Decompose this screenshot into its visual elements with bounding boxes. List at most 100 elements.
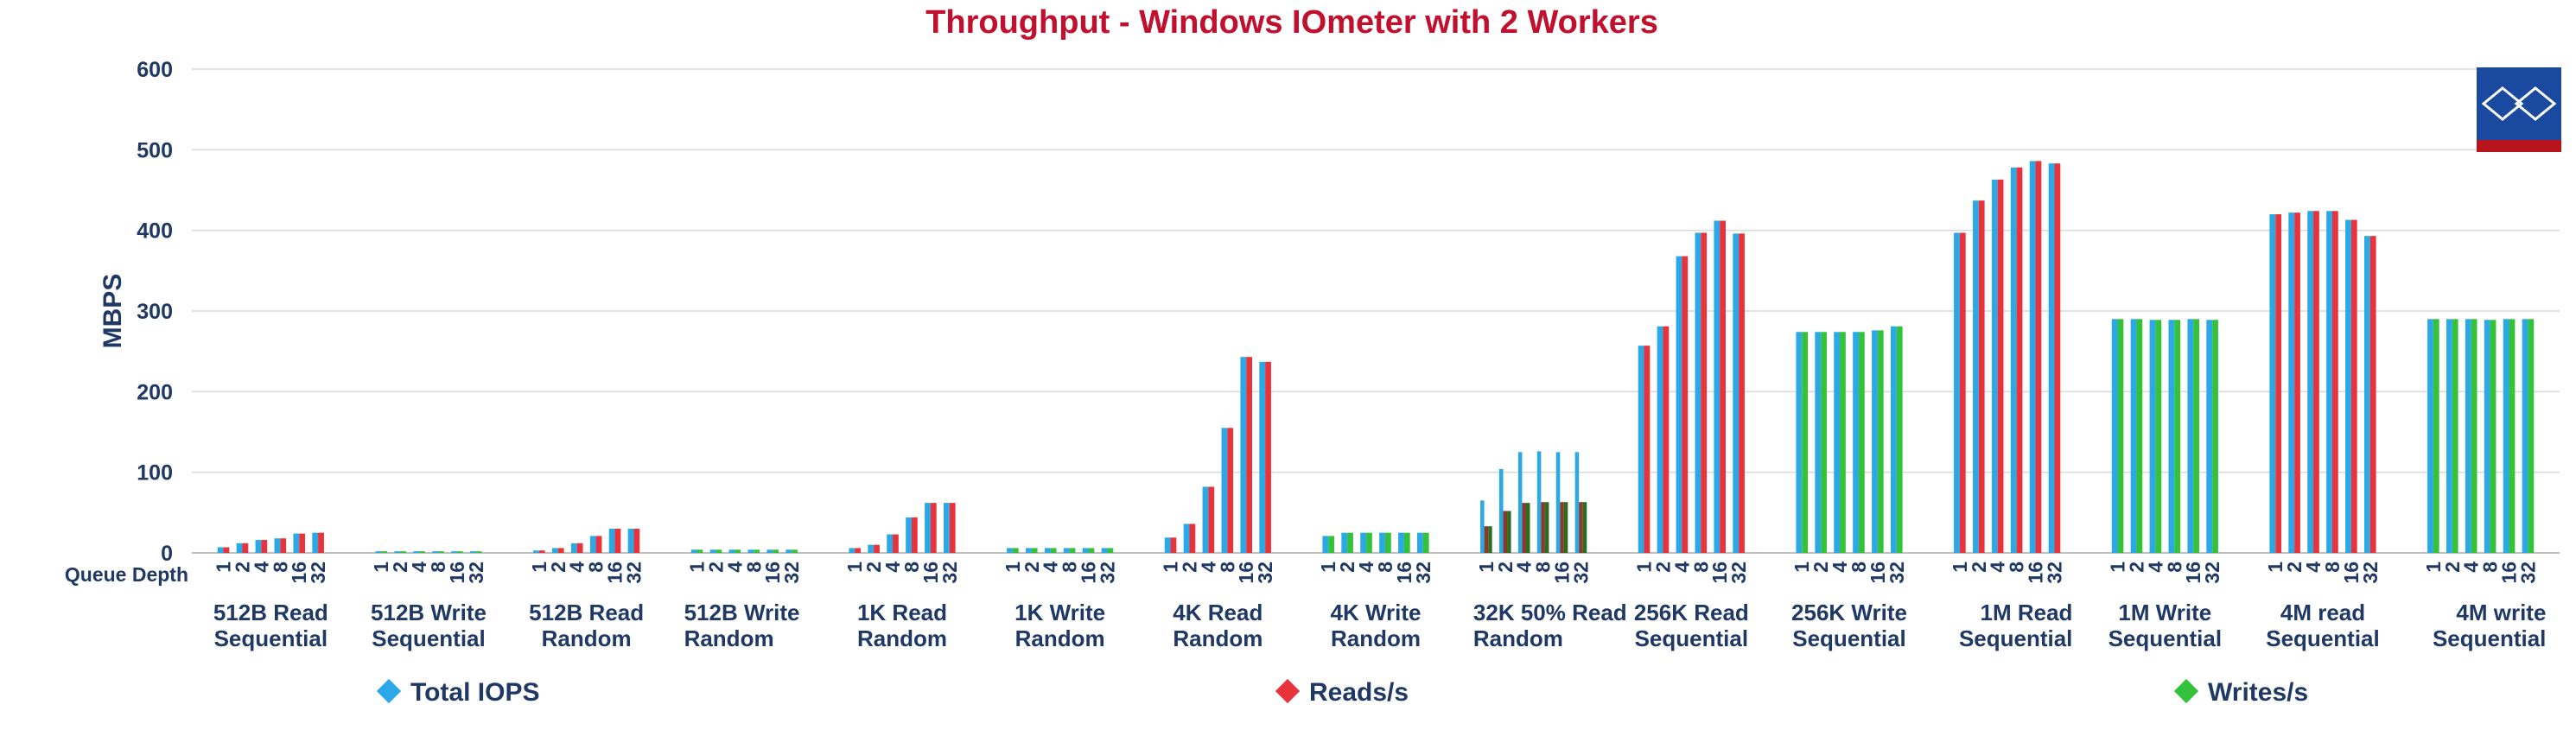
queue-depth-tick: 2 (547, 562, 569, 573)
bar-5-writes-sqd32 (1107, 548, 1114, 553)
bar-12-writes-sqd16 (2193, 319, 2200, 553)
bar-10-writes-sqd1 (1802, 332, 1808, 553)
bar-2-total-iopsqd2 (551, 548, 558, 553)
y-tick-label: 400 (137, 219, 173, 244)
queue-depth-tick: 4 (1829, 562, 1851, 573)
queue-depth-tick: 32 (1412, 562, 1434, 584)
bar-5-writes-sqd1 (1012, 548, 1019, 553)
bar-1-total-iopsqd4 (413, 551, 420, 553)
queue-depth-tick: 32 (2043, 562, 2065, 584)
queue-depth-tick: 1 (1790, 562, 1813, 573)
bar-9-reads-sqd32 (1739, 233, 1745, 553)
bar-10-total-iopsqd4 (1834, 332, 1841, 553)
queue-depth-tick: 16 (604, 562, 627, 584)
legend-marker-total-iops (376, 678, 402, 704)
bar-10-writes-sqd8 (1858, 332, 1865, 553)
category-label: 32K 50% Read (1473, 600, 1627, 625)
bar-3-total-iopsqd16 (766, 549, 773, 553)
queue-depth-tick: 2 (2441, 562, 2464, 573)
bar-7-total-iopsqd4 (1360, 532, 1367, 553)
bar-13-reads-sqd2 (2294, 213, 2300, 553)
queue-depth-tick: 16 (1078, 562, 1100, 584)
bar-1-total-iopsqd1 (375, 551, 382, 553)
category-label: 256K Write (1791, 600, 1907, 625)
bar-10-writes-sqd4 (1840, 332, 1846, 553)
queue-depth-tick: 8 (2163, 562, 2185, 573)
bar-12-writes-sqd1 (2117, 319, 2124, 553)
bar-4-total-iopsqd32 (944, 503, 950, 553)
queue-depth-tick: 4 (2144, 562, 2166, 573)
bar-6-total-iopsqd2 (1183, 524, 1190, 553)
bar-1-writes-sqd32 (475, 551, 482, 553)
bar-4-total-iopsqd16 (925, 503, 931, 553)
bar-8-reads-sqd2 (1503, 511, 1508, 553)
queue-depth-tick: 8 (427, 562, 449, 573)
bar-11-total-iopsqd32 (2048, 163, 2055, 553)
bar-14-total-iopsqd4 (2465, 319, 2471, 553)
bar-10-writes-sqd2 (1821, 332, 1827, 553)
grid-lines (192, 68, 2560, 554)
queue-depth-tick: 8 (1216, 562, 1238, 573)
queue-depth-tick: 2 (389, 562, 411, 573)
bar-11-reads-sqd2 (1978, 200, 1985, 553)
bar-6-total-iopsqd8 (1221, 428, 1228, 553)
bar-12-writes-sqd4 (2155, 320, 2162, 553)
bar-1-writes-sqd1 (381, 551, 387, 553)
legend-marker-writes-s (2173, 678, 2199, 704)
bar-8-writes-sqd32 (1582, 502, 1587, 553)
legend: Total IOPS Reads/s Writes/s (376, 678, 2308, 707)
bar-12-total-iopsqd2 (2130, 319, 2137, 553)
bar-3-total-iopsqd4 (728, 549, 735, 553)
y-tick-label: 100 (137, 461, 173, 486)
queue-depth-tick: 1 (1949, 562, 1971, 573)
category-label: 1M Read (1981, 600, 2073, 625)
queue-depth-tick: 2 (2283, 562, 2306, 573)
bar-2-reads-sqd4 (576, 543, 583, 553)
bar-0-reads-sqd4 (261, 540, 268, 553)
queue-depth-tick: 32 (622, 562, 645, 584)
bar-13-total-iopsqd32 (2364, 236, 2370, 553)
queue-depth-tick: 2 (1021, 562, 1043, 573)
queue-depth-tick: 8 (585, 562, 607, 573)
legend-label: Writes/s (2208, 678, 2308, 707)
queue-depth-tick: 4 (566, 562, 588, 573)
queue-depth-tick: 4 (1040, 562, 1062, 573)
bar-11-reads-sqd32 (2054, 163, 2061, 553)
bar-8-writes-sqd1 (1488, 526, 1492, 553)
queue-depth-tick: 4 (1513, 562, 1536, 573)
y-axis-ticks: 0 100 200 300 400 500 600 (137, 58, 173, 566)
queue-depth-tick: 1 (686, 562, 709, 573)
bar-14-total-iopsqd16 (2503, 319, 2509, 553)
queue-depth-tick: 8 (900, 562, 923, 573)
bar-5-total-iopsqd4 (1044, 548, 1051, 553)
category-label: Random (1331, 625, 1421, 651)
bar-9-reads-sqd4 (1682, 256, 1689, 553)
bar-7-total-iopsqd1 (1322, 536, 1329, 553)
queue-depth-tick: 32 (1886, 562, 1908, 584)
queue-depth-tick: 32 (307, 562, 329, 584)
bar-0-reads-sqd1 (223, 547, 230, 553)
bar-13-reads-sqd1 (2275, 214, 2281, 553)
queue-depth-tick: 32 (1727, 562, 1750, 584)
bar-3-writes-sqd1 (696, 549, 703, 553)
bar-1-total-iopsqd16 (451, 551, 457, 553)
queue-depth-tick: 32 (2201, 562, 2223, 584)
bar-1-total-iopsqd8 (432, 551, 438, 553)
category-label: Sequential (372, 625, 485, 651)
category-label: 512B Write (684, 600, 800, 625)
queue-depth-tick: 16 (2498, 562, 2521, 584)
bar-12-total-iopsqd16 (2187, 319, 2194, 553)
queue-depth-label: Queue Depth (65, 563, 188, 586)
category-label: Random (684, 625, 774, 651)
bar-12-total-iopsqd32 (2206, 320, 2213, 553)
queue-depth-tick: 2 (2125, 562, 2147, 573)
bar-1-writes-sqd2 (400, 551, 406, 553)
bar-6-total-iopsqd32 (1259, 361, 1266, 553)
bar-13-reads-sqd16 (2350, 219, 2357, 554)
bar-6-reads-sqd2 (1189, 524, 1196, 553)
bar-8-total-iopsqd16 (1555, 452, 1561, 553)
queue-depth-tick: 8 (1059, 562, 1081, 573)
queue-depth-tick: 1 (2264, 562, 2287, 573)
